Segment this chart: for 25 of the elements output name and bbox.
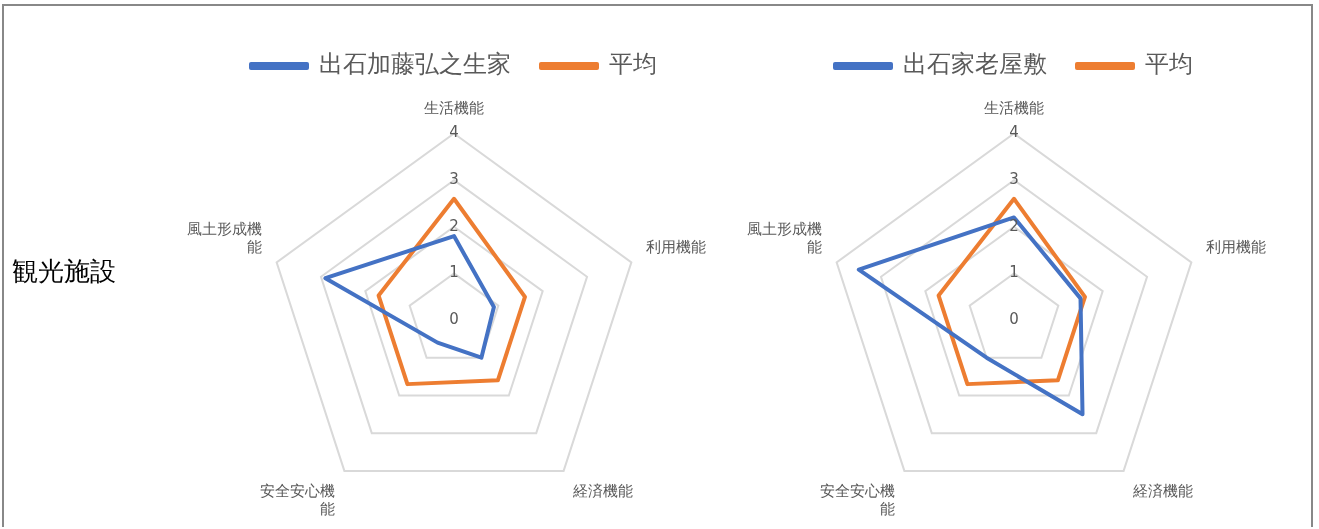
- y-tick-label: 2: [1009, 216, 1019, 235]
- y-tick-label: 0: [449, 309, 459, 328]
- y-tick-label: 0: [1009, 309, 1019, 328]
- spoke-label: 風土形成機能: [746, 220, 822, 257]
- spoke-label: 生活機能: [424, 98, 484, 117]
- legend-label: 平均: [609, 50, 657, 79]
- y-tick-label: 4: [1009, 123, 1019, 142]
- y-tick-label: 4: [449, 123, 459, 142]
- spoke-label: 風土形成機能: [186, 220, 262, 257]
- legend-label: 出石加藤弘之生家: [319, 50, 511, 79]
- text: 観光施設: [12, 255, 116, 288]
- y-tick-label: 2: [449, 216, 459, 235]
- y-tick-label: 3: [1009, 170, 1019, 189]
- spoke-label: 安全安心機能: [820, 482, 896, 519]
- spoke-label: 経済機能: [1131, 482, 1193, 501]
- spoke-label: 利用機能: [646, 238, 707, 257]
- y-tick-label: 1: [1009, 263, 1019, 282]
- legend-label: 出石家老屋敷: [903, 50, 1047, 79]
- spoke-label: 利用機能: [1206, 238, 1267, 257]
- spoke-label: 生活機能: [984, 98, 1044, 117]
- spoke-label: 安全安心機能: [260, 482, 336, 519]
- spoke-label: 経済機能: [571, 482, 633, 501]
- y-tick-label: 3: [449, 170, 459, 189]
- legend-label: 平均: [1145, 50, 1193, 79]
- y-tick-label: 1: [449, 263, 459, 282]
